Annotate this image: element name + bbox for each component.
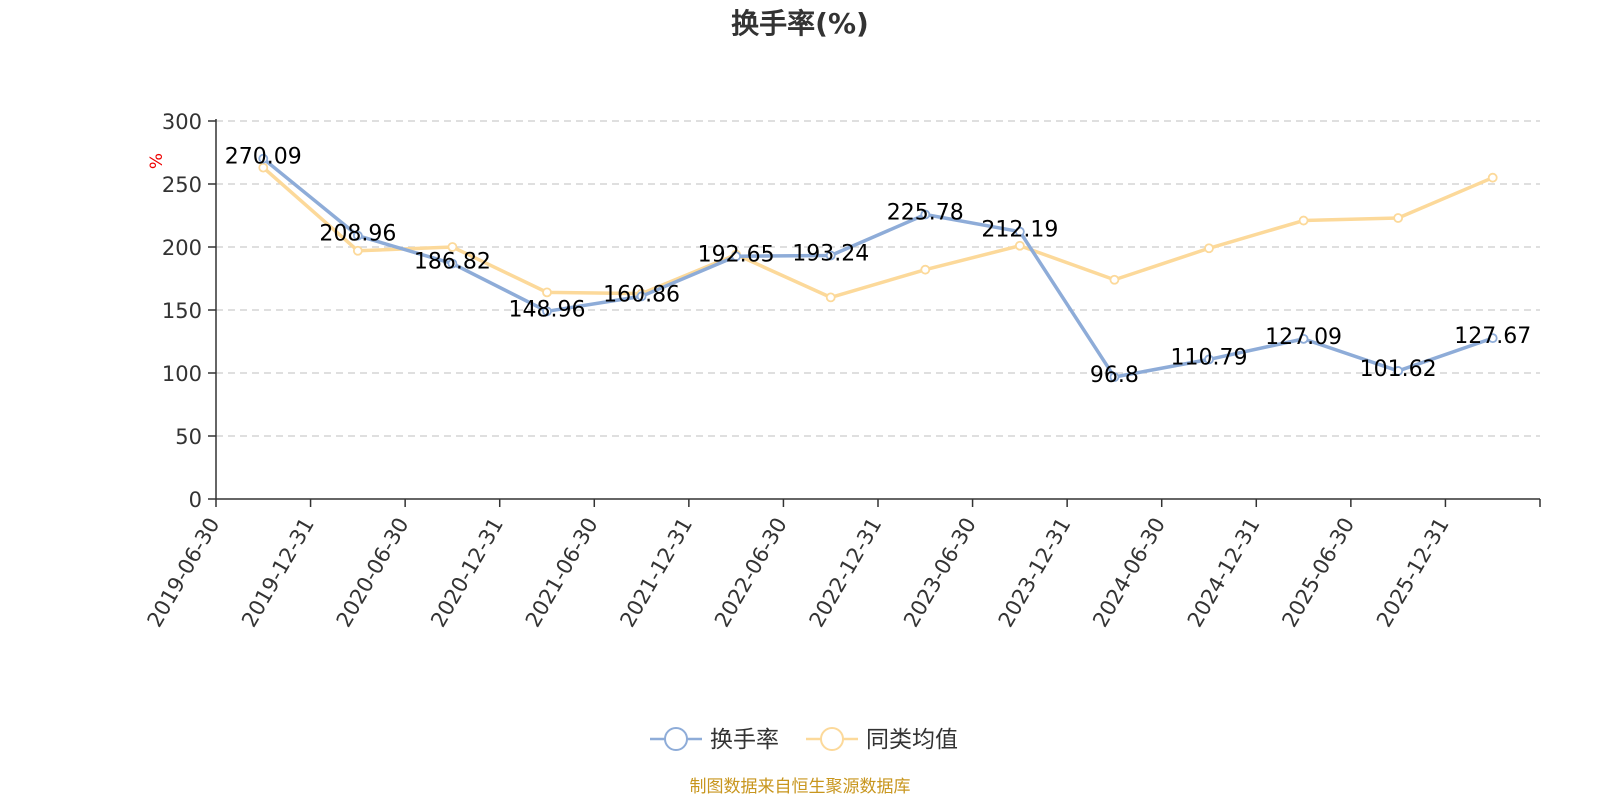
y-axis-ticks: 0 50 100 150 200 250 300 xyxy=(162,110,216,512)
legend-marker xyxy=(820,727,844,751)
data-point[interactable] xyxy=(447,258,458,269)
x-tick-label: 2020-06-30 xyxy=(332,514,414,632)
data-label: 127.09 xyxy=(1265,325,1342,350)
data-point[interactable] xyxy=(1487,172,1498,183)
series-layer xyxy=(258,153,1498,382)
data-point[interactable] xyxy=(1487,333,1498,344)
data-label: 160.86 xyxy=(603,282,680,307)
data-label: 192.65 xyxy=(698,242,775,267)
data-label: 193.24 xyxy=(792,242,869,267)
data-label: 208.96 xyxy=(319,222,396,247)
series-line-2 xyxy=(262,166,1494,300)
data-point[interactable] xyxy=(1014,240,1025,251)
data-point[interactable] xyxy=(447,242,458,252)
data-point[interactable] xyxy=(258,153,269,164)
legend-label: 换手率 xyxy=(710,727,779,753)
y-tick-label: 300 xyxy=(162,110,202,134)
x-tick-label: 2022-06-30 xyxy=(710,514,792,632)
x-tick-label: 2019-06-30 xyxy=(143,514,225,632)
data-label: 101.62 xyxy=(1360,357,1437,382)
y-tick-label: 0 xyxy=(189,488,202,512)
data-point[interactable] xyxy=(1298,215,1309,226)
y-tick-label: 200 xyxy=(162,236,202,260)
x-tick-label: 2025-06-30 xyxy=(1277,514,1359,632)
legend[interactable]: 换手率 同类均值 xyxy=(650,727,958,753)
data-point[interactable] xyxy=(920,209,931,220)
data-point[interactable] xyxy=(1204,354,1214,365)
data-point[interactable] xyxy=(1393,366,1404,376)
data-point[interactable] xyxy=(1014,226,1025,237)
data-label: 148.96 xyxy=(509,297,586,322)
data-point[interactable] xyxy=(258,162,269,173)
data-label: 212.19 xyxy=(981,218,1058,243)
data-point[interactable] xyxy=(542,287,552,298)
x-tick-label: 2021-06-30 xyxy=(521,514,603,632)
data-point[interactable] xyxy=(1109,274,1120,285)
data-label: 110.79 xyxy=(1171,345,1248,370)
data-point[interactable] xyxy=(825,292,836,303)
legend-label: 同类均值 xyxy=(866,727,958,753)
x-tick-label: 2025-12-31 xyxy=(1372,514,1454,632)
data-point[interactable] xyxy=(352,230,363,241)
data-point[interactable] xyxy=(1109,372,1120,382)
legend-item-2[interactable]: 同类均值 xyxy=(806,727,958,753)
y-tick-label: 250 xyxy=(162,173,202,197)
data-labels: 270.09 208.96 186.82 148.96 160.86 192.65 193.… xyxy=(225,145,1531,388)
x-tick-label: 2024-06-30 xyxy=(1088,514,1170,632)
data-point[interactable] xyxy=(920,264,931,275)
data-label: 225.78 xyxy=(887,201,964,226)
data-point[interactable] xyxy=(825,250,836,261)
source-note: 制图数据来自恒生聚源数据库 xyxy=(690,777,911,797)
data-point[interactable] xyxy=(352,245,363,256)
y-tick-label: 50 xyxy=(175,425,202,449)
x-tick-label: 2023-12-31 xyxy=(994,514,1076,632)
data-point[interactable] xyxy=(636,291,647,302)
x-tick-label: 2023-06-30 xyxy=(899,514,981,632)
data-label: 96.8 xyxy=(1090,363,1139,388)
data-point[interactable] xyxy=(1204,243,1214,254)
data-point[interactable] xyxy=(542,306,552,317)
legend-marker xyxy=(664,727,688,751)
x-tick-label: 2019-12-31 xyxy=(237,514,319,632)
data-point[interactable] xyxy=(731,251,742,262)
legend-item-1[interactable]: 换手率 xyxy=(650,727,779,753)
grid-lines xyxy=(216,120,1540,437)
data-point[interactable] xyxy=(1393,213,1404,223)
x-axis-ticks: 2019-06-30 2019-12-31 2020-06-30 2020-12-31… xyxy=(143,499,1541,632)
y-axis-unit-label: % xyxy=(147,153,167,169)
x-tick-label: 2024-12-31 xyxy=(1183,514,1265,632)
data-point[interactable] xyxy=(1298,333,1309,344)
data-label: 270.09 xyxy=(225,145,302,170)
y-tick-label: 100 xyxy=(162,362,202,386)
data-label: 186.82 xyxy=(414,250,491,275)
chart-title: 换手率(%) xyxy=(731,7,869,40)
x-tick-label: 2021-12-31 xyxy=(615,514,697,632)
data-label: 127.67 xyxy=(1454,324,1531,349)
y-tick-label: 150 xyxy=(162,299,202,323)
x-tick-label: 2020-12-31 xyxy=(426,514,508,632)
axes xyxy=(215,119,1540,500)
series-line-1 xyxy=(262,157,1494,379)
x-tick-label: 2022-12-31 xyxy=(805,514,887,632)
